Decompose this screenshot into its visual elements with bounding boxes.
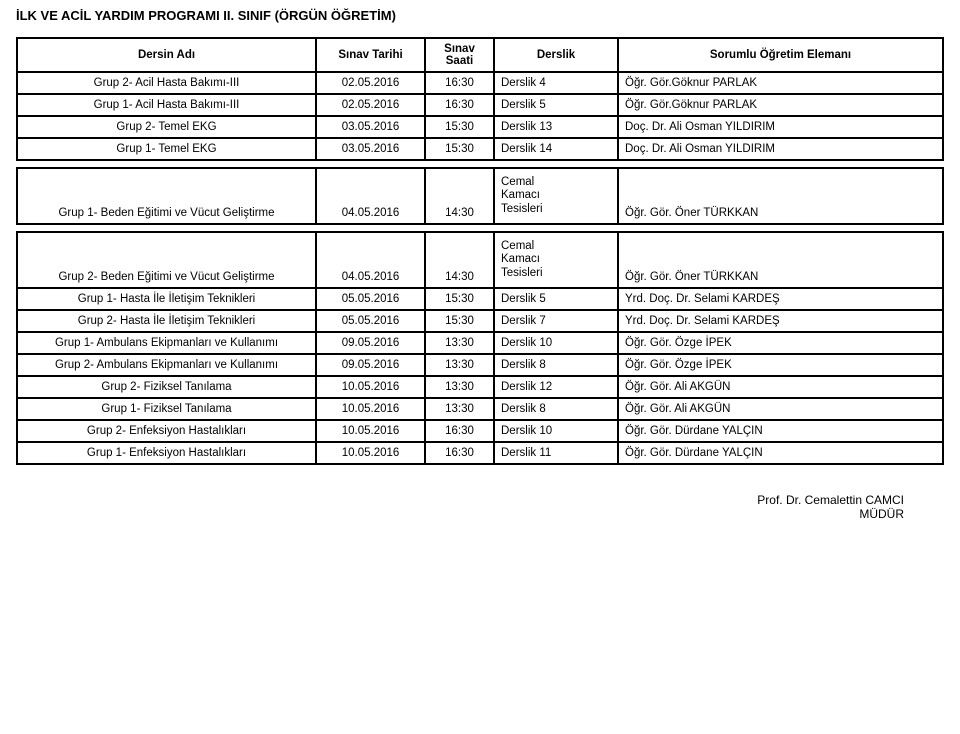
table-row: Grup 1- Enfeksiyon Hastalıkları10.05.201… — [17, 442, 943, 464]
instructor-cell: Doç. Dr. Ali Osman YILDIRIM — [618, 116, 943, 138]
time-cell: 13:30 — [425, 354, 494, 376]
table-row: Grup 2- Acil Hasta Bakımı-III02.05.20161… — [17, 72, 943, 94]
date-cell: 09.05.2016 — [316, 354, 425, 376]
instructor-cell: Yrd. Doç. Dr. Selami KARDEŞ — [618, 310, 943, 332]
time-cell: 15:30 — [425, 288, 494, 310]
time-cell: 13:30 — [425, 398, 494, 420]
date-cell: 03.05.2016 — [316, 116, 425, 138]
header-exam-date: Sınav Tarihi — [316, 38, 425, 72]
footer-name: Prof. Dr. Cemalettin CAMCI — [16, 493, 904, 507]
date-cell: 10.05.2016 — [316, 398, 425, 420]
room-cell: Derslik 5 — [494, 94, 618, 116]
room-cell: Cemal Kamacı Tesisleri — [494, 232, 618, 288]
room-cell: Derslik 7 — [494, 310, 618, 332]
table-row: Grup 1- Ambulans Ekipmanları ve Kullanım… — [17, 332, 943, 354]
header-exam-time: Sınav Saati — [425, 38, 494, 72]
time-cell: 16:30 — [425, 94, 494, 116]
header-course-name: Dersin Adı — [17, 38, 316, 72]
date-cell: 02.05.2016 — [316, 72, 425, 94]
instructor-cell: Öğr. Gör. Öner TÜRKKAN — [618, 232, 943, 288]
spacer-row — [17, 160, 943, 168]
room-cell: Derslik 10 — [494, 332, 618, 354]
time-cell: 16:30 — [425, 442, 494, 464]
table-row: Grup 1- Beden Eğitimi ve Vücut Geliştirm… — [17, 168, 943, 224]
instructor-cell: Öğr. Gör. Ali AKGÜN — [618, 376, 943, 398]
date-cell: 10.05.2016 — [316, 376, 425, 398]
instructor-cell: Öğr. Gör. Dürdane YALÇIN — [618, 442, 943, 464]
footer-title: MÜDÜR — [16, 507, 904, 521]
table-row: Grup 2- Ambulans Ekipmanları ve Kullanım… — [17, 354, 943, 376]
course-name-cell: Grup 1- Beden Eğitimi ve Vücut Geliştirm… — [17, 168, 316, 224]
room-cell: Derslik 5 — [494, 288, 618, 310]
spacer-row — [17, 224, 943, 232]
table-row: Grup 1- Acil Hasta Bakımı-III02.05.20161… — [17, 94, 943, 116]
instructor-cell: Öğr. Gör. Dürdane YALÇIN — [618, 420, 943, 442]
room-cell: Derslik 14 — [494, 138, 618, 160]
instructor-cell: Öğr. Gör.Göknur PARLAK — [618, 72, 943, 94]
date-cell: 04.05.2016 — [316, 232, 425, 288]
time-cell: 14:30 — [425, 168, 494, 224]
course-name-cell: Grup 2- Beden Eğitimi ve Vücut Geliştirm… — [17, 232, 316, 288]
exam-table: Dersin Adı Sınav Tarihi Sınav Saati Ders… — [16, 37, 944, 465]
table-row: Grup 2- Fiziksel Tanılama10.05.201613:30… — [17, 376, 943, 398]
course-name-cell: Grup 1- Ambulans Ekipmanları ve Kullanım… — [17, 332, 316, 354]
time-cell: 13:30 — [425, 332, 494, 354]
date-cell: 02.05.2016 — [316, 94, 425, 116]
page-title: İLK VE ACİL YARDIM PROGRAMI II. SINIF (Ö… — [16, 8, 944, 23]
time-cell: 15:30 — [425, 138, 494, 160]
footer: Prof. Dr. Cemalettin CAMCI MÜDÜR — [16, 493, 944, 521]
course-name-cell: Grup 2- Fiziksel Tanılama — [17, 376, 316, 398]
date-cell: 05.05.2016 — [316, 288, 425, 310]
course-name-cell: Grup 1- Enfeksiyon Hastalıkları — [17, 442, 316, 464]
instructor-cell: Doç. Dr. Ali Osman YILDIRIM — [618, 138, 943, 160]
course-name-cell: Grup 1- Acil Hasta Bakımı-III — [17, 94, 316, 116]
room-cell: Derslik 4 — [494, 72, 618, 94]
course-name-cell: Grup 2- Temel EKG — [17, 116, 316, 138]
room-cell: Cemal Kamacı Tesisleri — [494, 168, 618, 224]
course-name-cell: Grup 2- Ambulans Ekipmanları ve Kullanım… — [17, 354, 316, 376]
table-row: Grup 2- Hasta İle İletişim Teknikleri05.… — [17, 310, 943, 332]
table-row: Grup 2- Enfeksiyon Hastalıkları10.05.201… — [17, 420, 943, 442]
table-row: Grup 1- Temel EKG03.05.201615:30Derslik … — [17, 138, 943, 160]
instructor-cell: Öğr. Gör. Ali AKGÜN — [618, 398, 943, 420]
table-row: Grup 1- Hasta İle İletişim Teknikleri05.… — [17, 288, 943, 310]
instructor-cell: Öğr. Gör.Göknur PARLAK — [618, 94, 943, 116]
room-cell: Derslik 8 — [494, 398, 618, 420]
table-row: Grup 1- Fiziksel Tanılama10.05.201613:30… — [17, 398, 943, 420]
course-name-cell: Grup 1- Fiziksel Tanılama — [17, 398, 316, 420]
time-cell: 16:30 — [425, 420, 494, 442]
course-name-cell: Grup 2- Hasta İle İletişim Teknikleri — [17, 310, 316, 332]
course-name-cell: Grup 2- Enfeksiyon Hastalıkları — [17, 420, 316, 442]
time-cell: 13:30 — [425, 376, 494, 398]
course-name-cell: Grup 1- Temel EKG — [17, 138, 316, 160]
date-cell: 03.05.2016 — [316, 138, 425, 160]
time-cell: 14:30 — [425, 232, 494, 288]
instructor-cell: Öğr. Gör. Öner TÜRKKAN — [618, 168, 943, 224]
room-cell: Derslik 8 — [494, 354, 618, 376]
header-instructor: Sorumlu Öğretim Elemanı — [618, 38, 943, 72]
instructor-cell: Öğr. Gör. Özge İPEK — [618, 332, 943, 354]
room-cell: Derslik 11 — [494, 442, 618, 464]
table-header-row: Dersin Adı Sınav Tarihi Sınav Saati Ders… — [17, 38, 943, 72]
time-cell: 15:30 — [425, 310, 494, 332]
instructor-cell: Öğr. Gör. Özge İPEK — [618, 354, 943, 376]
header-room: Derslik — [494, 38, 618, 72]
date-cell: 05.05.2016 — [316, 310, 425, 332]
date-cell: 10.05.2016 — [316, 442, 425, 464]
table-row: Grup 2- Temel EKG03.05.201615:30Derslik … — [17, 116, 943, 138]
time-cell: 15:30 — [425, 116, 494, 138]
room-cell: Derslik 12 — [494, 376, 618, 398]
date-cell: 09.05.2016 — [316, 332, 425, 354]
course-name-cell: Grup 2- Acil Hasta Bakımı-III — [17, 72, 316, 94]
instructor-cell: Yrd. Doç. Dr. Selami KARDEŞ — [618, 288, 943, 310]
table-row: Grup 2- Beden Eğitimi ve Vücut Geliştirm… — [17, 232, 943, 288]
room-cell: Derslik 13 — [494, 116, 618, 138]
room-cell: Derslik 10 — [494, 420, 618, 442]
time-cell: 16:30 — [425, 72, 494, 94]
date-cell: 04.05.2016 — [316, 168, 425, 224]
course-name-cell: Grup 1- Hasta İle İletişim Teknikleri — [17, 288, 316, 310]
date-cell: 10.05.2016 — [316, 420, 425, 442]
